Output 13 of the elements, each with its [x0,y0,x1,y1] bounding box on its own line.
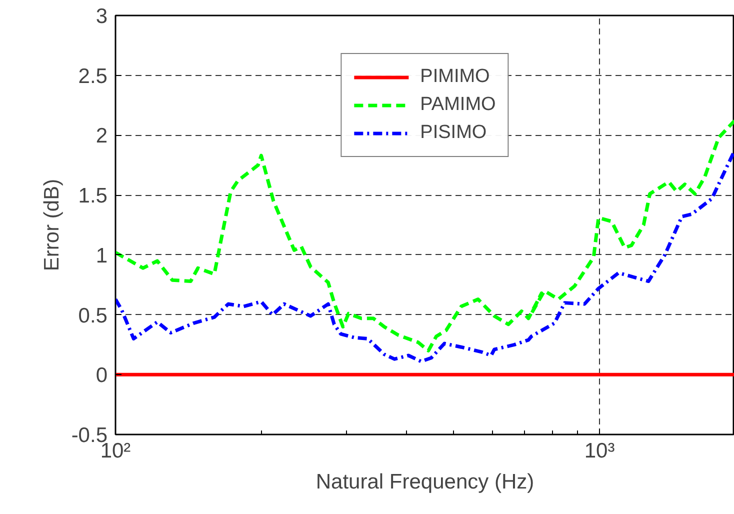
y-tick-label: 2 [96,124,108,148]
legend-label: PISIMO [420,122,487,144]
y-tick-label: 1 [96,244,108,268]
y-tick-label: 0.5 [78,304,108,328]
y-tick-label: 0 [96,364,108,388]
y-tick-label: 1.5 [78,184,108,208]
y-tick-label: 3 [96,5,108,28]
x-tick-label: 10³ [584,440,615,462]
legend-label: PAMIMO [420,94,496,116]
y-axis-title: Error (dB) [40,178,64,272]
legend-label: PIMIMO [420,66,490,88]
x-axis-title: Natural Frequency (Hz) [316,470,534,494]
y-tick-label: 2.5 [78,64,108,88]
